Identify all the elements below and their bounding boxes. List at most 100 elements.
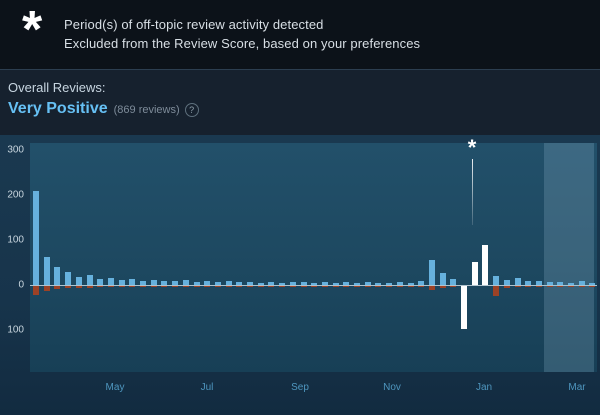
review-bar-positive[interactable] (418, 281, 425, 285)
review-bar-negative[interactable] (300, 286, 307, 287)
review-bar-negative[interactable] (289, 286, 296, 287)
review-bar-negative[interactable] (65, 286, 72, 289)
review-bar-positive[interactable] (107, 277, 114, 285)
review-bar-negative[interactable] (214, 286, 221, 287)
review-bar-negative[interactable] (343, 286, 350, 287)
review-bar-negative[interactable] (43, 286, 50, 291)
review-bar-positive[interactable] (589, 283, 596, 285)
review-bar-negative[interactable] (150, 286, 157, 288)
review-bar-negative[interactable] (225, 286, 232, 287)
review-bar-negative[interactable] (182, 286, 189, 287)
review-bar-negative[interactable] (107, 286, 114, 288)
review-bar-positive[interactable] (33, 190, 39, 285)
review-bar-negative[interactable] (546, 286, 553, 287)
review-bar-positive[interactable] (86, 275, 93, 285)
review-bar-positive[interactable] (354, 282, 360, 285)
review-bar-positive[interactable] (557, 281, 564, 285)
review-bar-negative[interactable] (557, 286, 564, 287)
review-bar-negative[interactable] (97, 286, 104, 288)
review-bar-positive[interactable] (289, 282, 296, 285)
review-bar-negative[interactable] (568, 286, 574, 287)
review-bar-positive[interactable] (140, 280, 146, 285)
review-bar-positive[interactable] (503, 279, 510, 285)
review-bar-positive[interactable] (118, 279, 125, 285)
review-bar-positive[interactable] (204, 280, 211, 285)
review-bar-negative[interactable] (589, 286, 596, 287)
review-bar-negative[interactable] (503, 286, 510, 288)
review-bar-negative[interactable] (257, 286, 264, 287)
review-bar-negative[interactable] (525, 286, 532, 288)
review-bar-negative[interactable] (236, 286, 243, 287)
review-bar-negative[interactable] (407, 286, 414, 287)
review-bar-positive[interactable] (161, 281, 168, 285)
review-bar-positive[interactable] (300, 281, 307, 285)
review-bar-positive[interactable] (514, 277, 521, 285)
review-bar-negative[interactable] (140, 286, 146, 287)
review-bar-negative[interactable] (193, 286, 200, 287)
review-bar-negative[interactable] (311, 286, 318, 287)
review-bar-negative[interactable] (332, 286, 339, 287)
review-bar-negative[interactable] (247, 286, 253, 287)
review-bar-positive[interactable] (386, 283, 393, 285)
review-bar-negative[interactable] (428, 286, 435, 290)
review-bar-positive[interactable] (247, 281, 253, 285)
review-bar-offtopic[interactable] (471, 261, 478, 285)
review-bar-positive[interactable] (332, 283, 339, 285)
review-bar-positive[interactable] (407, 282, 414, 285)
review-bar-positive[interactable] (493, 276, 500, 285)
review-bar-positive[interactable] (43, 257, 50, 285)
help-icon[interactable]: ? (184, 102, 199, 117)
review-bar-negative[interactable] (321, 286, 328, 287)
review-bar-positive[interactable] (97, 278, 104, 285)
offtopic-marker[interactable]: * (467, 135, 477, 160)
review-bar-positive[interactable] (364, 282, 371, 285)
review-bar-positive[interactable] (546, 282, 553, 285)
review-bar-negative[interactable] (578, 286, 585, 287)
review-bar-positive[interactable] (450, 279, 457, 285)
review-bar-positive[interactable] (525, 280, 532, 285)
review-bar-negative[interactable] (33, 286, 39, 295)
review-bar-positive[interactable] (439, 273, 446, 285)
review-bar-positive[interactable] (568, 282, 574, 285)
review-bar-positive[interactable] (225, 281, 232, 285)
review-bar-positive[interactable] (311, 282, 318, 285)
review-bar-negative[interactable] (268, 286, 275, 287)
review-bar-positive[interactable] (343, 282, 350, 285)
review-bar-offtopic[interactable] (461, 286, 467, 329)
review-bar-negative[interactable] (364, 286, 371, 287)
review-bar-positive[interactable] (150, 279, 157, 285)
review-bar-negative[interactable] (493, 286, 500, 296)
review-bar-negative[interactable] (161, 286, 168, 287)
review-bar-negative[interactable] (129, 286, 136, 287)
review-bar-negative[interactable] (354, 286, 360, 287)
review-bar-positive[interactable] (193, 281, 200, 285)
review-bar-positive[interactable] (321, 282, 328, 285)
review-bar-negative[interactable] (514, 286, 521, 288)
review-bar-positive[interactable] (54, 267, 61, 285)
review-bar-positive[interactable] (182, 279, 189, 285)
review-bar-offtopic[interactable] (482, 245, 489, 285)
review-bar-positive[interactable] (75, 276, 82, 285)
review-bar-negative[interactable] (86, 286, 93, 289)
review-bar-positive[interactable] (172, 280, 179, 285)
review-bar-positive[interactable] (428, 260, 435, 285)
review-bar-negative[interactable] (386, 286, 393, 287)
review-bar-negative[interactable] (375, 286, 382, 287)
review-bar-positive[interactable] (257, 282, 264, 285)
review-bar-positive[interactable] (129, 278, 136, 285)
review-bar-negative[interactable] (54, 286, 61, 289)
review-bar-positive[interactable] (65, 272, 72, 285)
review-bar-positive[interactable] (214, 281, 221, 285)
review-bar-positive[interactable] (396, 282, 403, 285)
review-bar-negative[interactable] (396, 286, 403, 287)
review-bar-negative[interactable] (204, 286, 211, 287)
selected-period-overlay[interactable] (544, 143, 594, 372)
review-bar-positive[interactable] (236, 282, 243, 285)
review-bar-positive[interactable] (279, 282, 286, 285)
review-bar-negative[interactable] (118, 286, 125, 288)
review-bar-negative[interactable] (418, 286, 425, 287)
review-bar-negative[interactable] (439, 286, 446, 289)
review-bar-negative[interactable] (279, 286, 286, 287)
review-bar-negative[interactable] (75, 286, 82, 288)
review-bar-positive[interactable] (535, 281, 542, 285)
